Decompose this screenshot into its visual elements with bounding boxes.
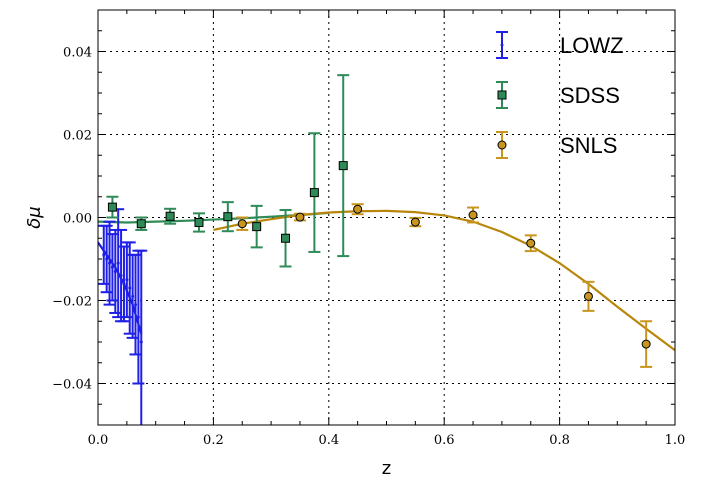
data-point	[468, 210, 478, 220]
data-point	[309, 188, 319, 198]
data-point	[134, 303, 138, 307]
data-point	[281, 233, 291, 243]
series-sdss	[106, 74, 350, 268]
data-point	[165, 211, 175, 221]
legend-marker	[497, 90, 507, 100]
legend-marker	[497, 140, 507, 150]
data-point	[108, 261, 112, 265]
data-point	[237, 219, 247, 229]
x-tick-label: 0.2	[203, 433, 224, 448]
data-point	[107, 202, 117, 212]
data-point	[136, 219, 146, 229]
data-point	[223, 212, 233, 222]
ticks	[97, 9, 676, 426]
data-point	[526, 238, 536, 248]
data-point	[116, 261, 120, 265]
data-point	[139, 340, 143, 344]
data-point	[122, 282, 126, 286]
data-point	[295, 212, 305, 222]
data-point	[113, 269, 117, 273]
data-point	[641, 339, 651, 349]
data-point	[110, 265, 114, 269]
legend-item-sdss: SDSS	[496, 81, 620, 109]
data-point	[194, 217, 204, 227]
data-point	[131, 294, 135, 298]
y-axis-label: δμ	[24, 206, 45, 228]
data-points	[98, 74, 653, 425]
y-tick-label: −0.02	[52, 295, 92, 310]
series-lowz	[98, 208, 148, 425]
series-snls	[236, 203, 653, 368]
x-tick-label: 0.0	[88, 433, 109, 448]
x-tick-label: 0.6	[434, 433, 455, 448]
y-tick-label: 0.02	[63, 129, 92, 144]
data-point	[353, 204, 363, 214]
legend: LOWZ SDSS SNLS	[496, 31, 624, 159]
legend-marker	[500, 43, 504, 47]
data-point	[125, 278, 129, 282]
fit-curves	[98, 209, 675, 352]
y-tick-label: 0.00	[63, 212, 92, 227]
data-point	[136, 315, 140, 319]
fit-curve-snls	[213, 209, 675, 352]
data-point	[252, 222, 262, 232]
x-axis-label: z	[382, 458, 391, 479]
data-point	[105, 257, 109, 261]
legend-item-lowz: LOWZ	[496, 31, 624, 59]
x-tick-label: 0.8	[549, 433, 570, 448]
legend-label: LOWZ	[560, 33, 624, 58]
y-tick-label: −0.04	[52, 378, 92, 393]
x-tick-label: 1.0	[665, 433, 686, 448]
grid	[98, 10, 675, 425]
legend-label: SNLS	[560, 133, 617, 158]
data-point	[102, 253, 106, 257]
x-tick-label: 0.4	[318, 433, 339, 448]
legend-label: SDSS	[560, 83, 620, 108]
y-tick-label: 0.04	[63, 46, 92, 61]
data-point	[338, 161, 348, 171]
data-point	[119, 274, 123, 278]
data-point	[128, 286, 132, 290]
legend-item-snls: SNLS	[496, 131, 617, 159]
data-point	[410, 217, 420, 227]
data-point	[583, 291, 593, 301]
tick-labels: 0.0 0.2 0.4 0.6 0.8 1.0 −0.04 −0.02 0.00 0.02 0.04	[52, 46, 685, 449]
